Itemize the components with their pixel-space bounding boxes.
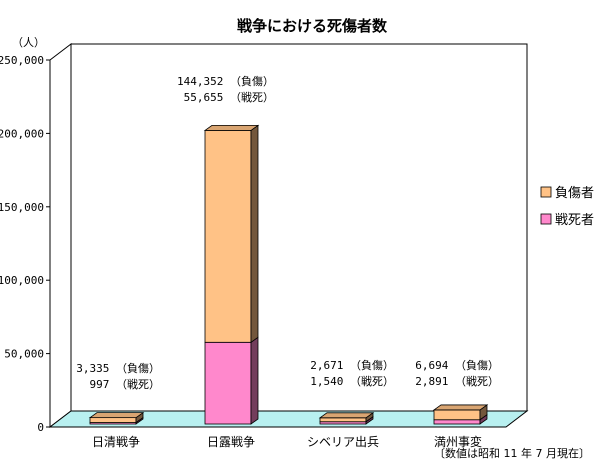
data-label: 144,352 （負傷） bbox=[177, 74, 274, 88]
data-label: 2,891 （戦死） bbox=[415, 375, 499, 388]
data-labels: 3,335 （負傷） 997 （戦死） 144,352 （負傷） 55,655 （戦死… bbox=[76, 74, 499, 391]
bar-2-injured bbox=[319, 417, 367, 423]
data-label: 1,540 （戦死） bbox=[310, 375, 394, 388]
bar-1-dead bbox=[204, 341, 252, 425]
y-tick-label: 50,000 bbox=[4, 348, 44, 361]
footnote: 〔数値は昭和 11 年 7 月現在〕 bbox=[434, 446, 590, 460]
bar-top-0 bbox=[88, 412, 145, 419]
x-axis: 日清戦争 日露戦争 シベリア出兵 満州事変 bbox=[92, 434, 482, 449]
legend-label: 負傷者 bbox=[555, 186, 594, 201]
x-tick-label: 日露戦争 bbox=[207, 435, 255, 449]
bar-top-3 bbox=[432, 404, 489, 411]
plot-area bbox=[48, 42, 529, 429]
bar-side-1-0 bbox=[250, 336, 259, 425]
y-tick-label: 250,000 bbox=[0, 54, 44, 67]
y-tick-label: 0 bbox=[37, 421, 44, 434]
bar-top-2 bbox=[318, 412, 375, 419]
y-axis: 0 50,000 100,000 150,000 200,000 250,000 bbox=[0, 54, 50, 434]
side-wall bbox=[49, 42, 72, 429]
data-label: 55,655 （戦死） bbox=[184, 91, 274, 104]
bar-side-1-1 bbox=[250, 124, 259, 344]
y-axis-unit-label: （人） bbox=[12, 36, 45, 49]
y-tick-label: 100,000 bbox=[0, 274, 44, 287]
bar-0-injured bbox=[89, 417, 137, 423]
bar-1-injured bbox=[204, 129, 252, 343]
bar-top-1 bbox=[203, 124, 260, 131]
data-label: 997 （戦死） bbox=[90, 378, 161, 391]
x-tick-label: 満州事変 bbox=[434, 434, 482, 449]
legend-label: 戦死者 bbox=[555, 213, 594, 228]
x-tick-label: 日清戦争 bbox=[92, 435, 140, 449]
bar-3-injured bbox=[433, 409, 481, 421]
data-label: 3,335 （負傷） bbox=[76, 361, 160, 375]
data-label: 6,694 （負傷） bbox=[415, 358, 499, 372]
legend-swatch bbox=[540, 186, 552, 198]
y-tick-label: 150,000 bbox=[0, 201, 44, 214]
data-label: 2,671 （負傷） bbox=[310, 358, 394, 372]
bar-series bbox=[88, 124, 489, 425]
x-tick-label: シベリア出兵 bbox=[307, 435, 379, 449]
y-tick-label: 200,000 bbox=[0, 127, 44, 140]
legend-swatch bbox=[540, 213, 552, 225]
back-wall bbox=[70, 43, 528, 412]
chart-title: 戦争における死傷者数 bbox=[237, 17, 388, 35]
bar-3-dead bbox=[433, 419, 481, 425]
